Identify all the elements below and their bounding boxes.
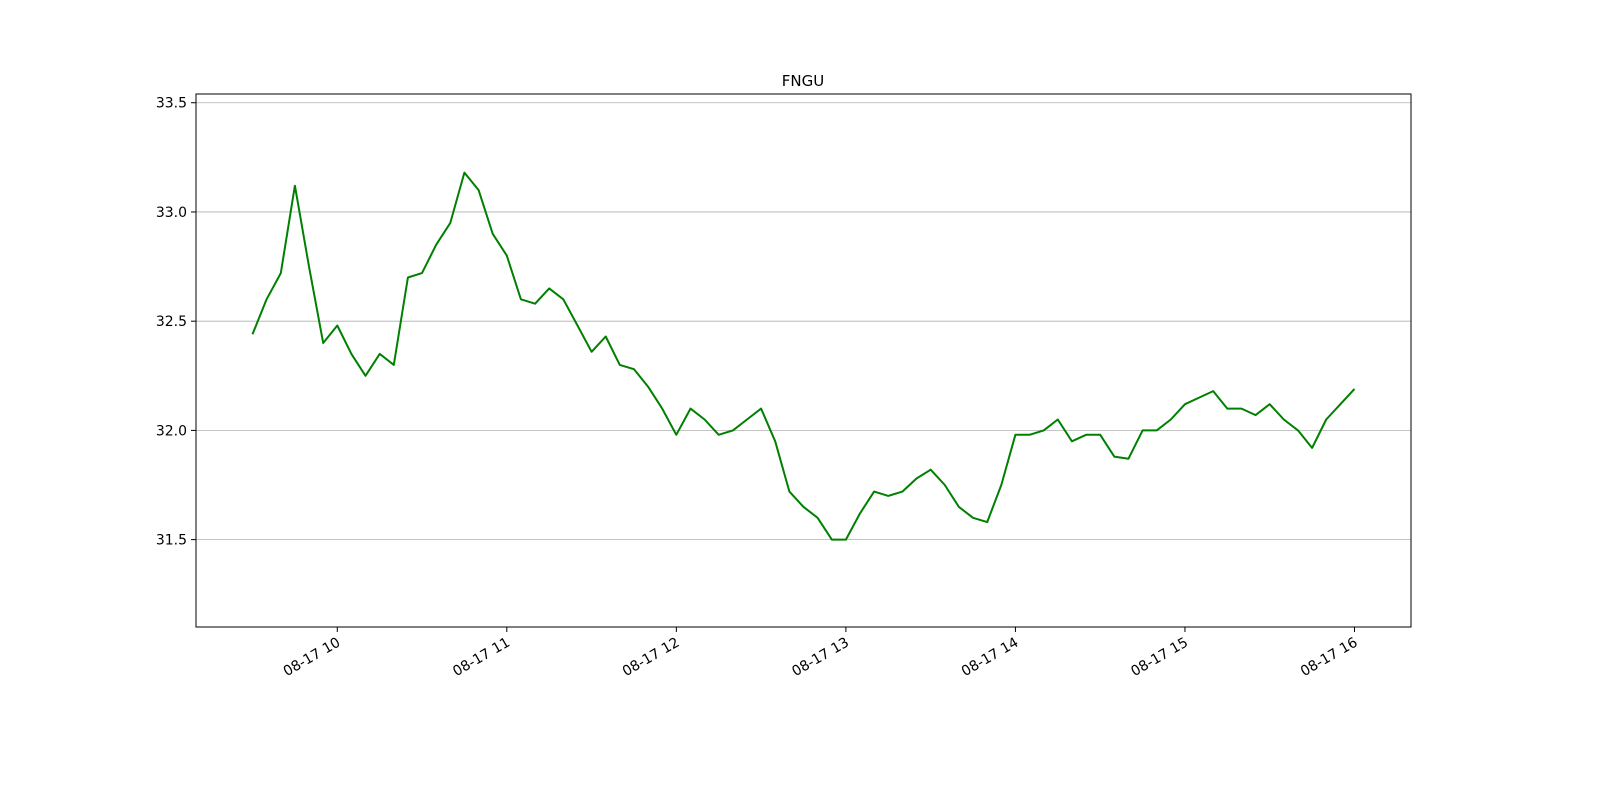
y-tick-label: 32.5 xyxy=(156,314,187,330)
price-line xyxy=(251,171,1356,541)
y-tick-label: 33.5 xyxy=(156,96,187,112)
chart-title: FNGU xyxy=(782,72,824,90)
y-tick-label: 33.0 xyxy=(156,205,187,221)
plot-frame xyxy=(195,93,1412,628)
y-tick-label: 32.0 xyxy=(156,423,187,439)
y-tick-label: 31.5 xyxy=(156,533,187,549)
